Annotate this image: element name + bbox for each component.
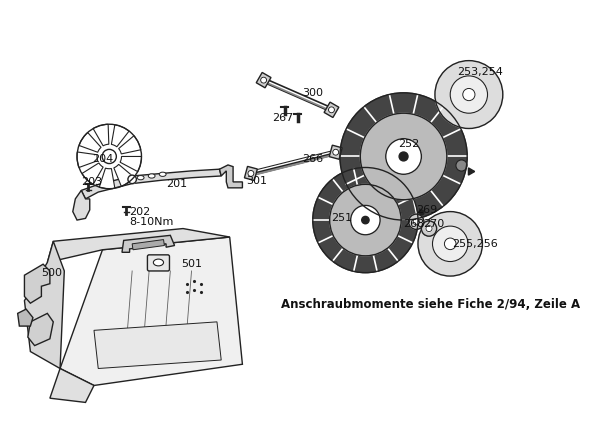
Text: 201: 201 [166, 179, 187, 190]
Text: 255,256: 255,256 [452, 239, 497, 249]
Polygon shape [25, 264, 50, 303]
Wedge shape [120, 157, 142, 172]
Circle shape [350, 206, 380, 235]
Circle shape [329, 184, 401, 256]
Circle shape [102, 149, 116, 164]
Text: Anschraubmomente siehe Fiche 2/94, Zeile A: Anschraubmomente siehe Fiche 2/94, Zeile… [281, 299, 580, 311]
Text: 204: 204 [92, 154, 113, 164]
Circle shape [435, 60, 503, 128]
Polygon shape [132, 239, 164, 250]
Wedge shape [99, 168, 115, 189]
Wedge shape [93, 124, 109, 146]
Circle shape [128, 175, 136, 183]
Circle shape [413, 219, 419, 225]
Ellipse shape [159, 172, 166, 176]
Text: 252: 252 [398, 139, 419, 149]
Circle shape [463, 89, 475, 101]
Ellipse shape [148, 174, 155, 178]
Circle shape [333, 149, 338, 155]
Polygon shape [25, 241, 64, 369]
Circle shape [362, 217, 369, 224]
Polygon shape [47, 228, 230, 262]
Circle shape [313, 168, 418, 273]
Text: 251: 251 [331, 213, 353, 224]
Ellipse shape [137, 176, 144, 180]
Text: 268: 268 [404, 219, 425, 229]
Wedge shape [82, 163, 103, 184]
Circle shape [260, 77, 266, 83]
Polygon shape [60, 237, 242, 385]
Wedge shape [79, 132, 101, 152]
Circle shape [421, 221, 437, 236]
Circle shape [445, 238, 456, 250]
Polygon shape [94, 322, 221, 369]
Text: 500: 500 [41, 268, 62, 278]
Text: 202: 202 [130, 206, 151, 217]
Circle shape [433, 226, 468, 262]
Circle shape [409, 214, 424, 229]
Wedge shape [119, 136, 141, 154]
Polygon shape [256, 72, 271, 88]
Wedge shape [77, 152, 98, 168]
Circle shape [426, 225, 432, 232]
Polygon shape [50, 369, 94, 403]
Polygon shape [17, 309, 33, 326]
Text: 269: 269 [416, 205, 437, 215]
Polygon shape [244, 166, 257, 180]
Text: 301: 301 [247, 176, 268, 186]
Wedge shape [112, 125, 129, 147]
Polygon shape [324, 102, 339, 117]
Polygon shape [81, 169, 221, 199]
Circle shape [329, 107, 334, 113]
Text: 203: 203 [81, 177, 103, 187]
Circle shape [361, 113, 447, 200]
Polygon shape [329, 145, 342, 159]
Text: 267: 267 [272, 113, 293, 123]
Text: 253,254: 253,254 [457, 67, 503, 77]
Text: 501: 501 [181, 259, 202, 269]
Circle shape [248, 171, 254, 176]
Polygon shape [28, 314, 53, 346]
Text: 270: 270 [423, 219, 445, 229]
Wedge shape [114, 164, 134, 187]
FancyBboxPatch shape [148, 255, 169, 271]
Text: 300: 300 [302, 88, 323, 98]
Circle shape [399, 152, 408, 161]
Circle shape [418, 212, 482, 276]
Circle shape [450, 76, 488, 113]
Circle shape [386, 138, 421, 174]
Polygon shape [73, 191, 90, 220]
Ellipse shape [154, 259, 164, 266]
Circle shape [340, 93, 467, 220]
Polygon shape [122, 235, 175, 252]
Polygon shape [220, 165, 242, 188]
Text: 266: 266 [302, 154, 323, 164]
Text: 8-10Nm: 8-10Nm [130, 217, 174, 227]
